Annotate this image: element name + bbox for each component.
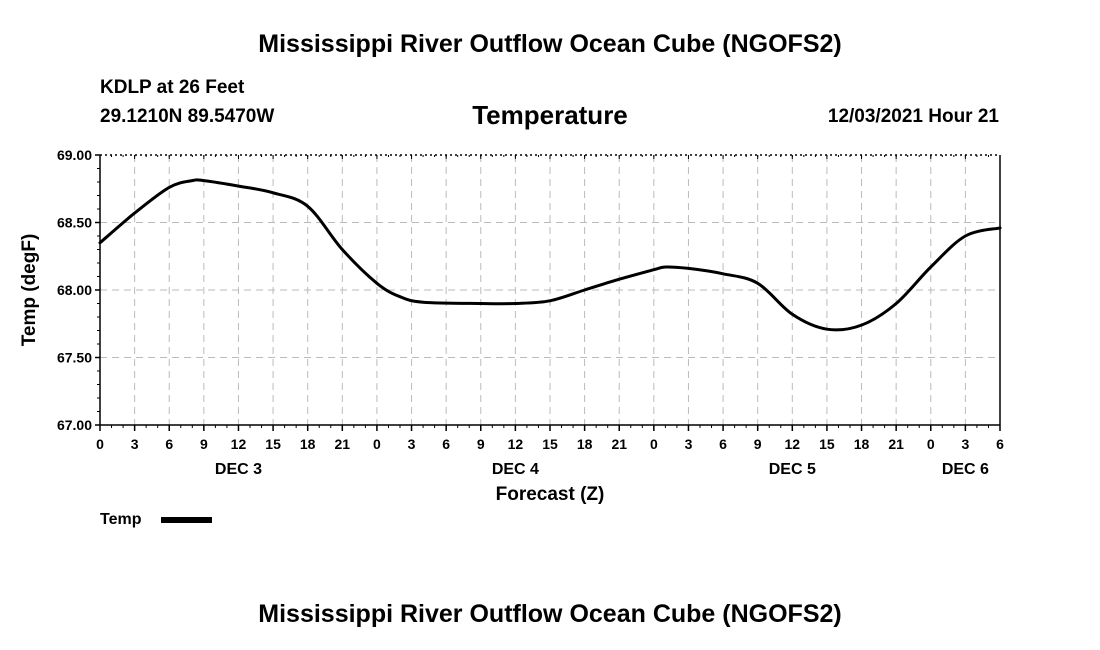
- x-tick-label: 18: [577, 436, 593, 452]
- x-tick-label: 6: [996, 436, 1004, 452]
- chart-subtitle: Temperature: [472, 100, 628, 130]
- y-tick-label: 67.50: [57, 350, 92, 366]
- x-tick-label: 3: [131, 436, 139, 452]
- x-tick-label: 0: [927, 436, 935, 452]
- grid-lines: [100, 155, 1000, 425]
- y-tick-label: 67.00: [57, 417, 92, 433]
- x-tick-label: 21: [611, 436, 627, 452]
- x-tick-label: 18: [300, 436, 316, 452]
- x-tick-label: 18: [854, 436, 870, 452]
- x-tick-label: 9: [477, 436, 485, 452]
- day-label: DEC 5: [769, 461, 816, 478]
- y-tick-label: 69.00: [57, 147, 92, 163]
- x-tick-label: 6: [165, 436, 173, 452]
- x-tick-label: 12: [231, 436, 247, 452]
- x-tick-label: 12: [508, 436, 524, 452]
- y-tick-label: 68.00: [57, 282, 92, 298]
- coordinates-label: 29.1210N 89.5470W: [100, 106, 275, 127]
- day-label: DEC 4: [492, 461, 539, 478]
- x-tick-label: 0: [373, 436, 381, 452]
- x-tick-label: 21: [888, 436, 904, 452]
- y-axis-label: Temp (degF): [19, 234, 40, 347]
- chart-title: Mississippi River Outflow Ocean Cube (NG…: [258, 30, 842, 58]
- footer-title: Mississippi River Outflow Ocean Cube (NG…: [258, 600, 842, 628]
- day-label: DEC 6: [942, 461, 989, 478]
- x-tick-label: 12: [785, 436, 801, 452]
- x-tick-label: 15: [819, 436, 835, 452]
- datetime-label: 12/03/2021 Hour 21: [827, 106, 999, 127]
- x-tick-label: 0: [96, 436, 104, 452]
- x-tick-label: 0: [650, 436, 658, 452]
- legend-label: Temp: [100, 511, 142, 528]
- x-tick-label: 3: [685, 436, 693, 452]
- series-layer: [98, 178, 1002, 332]
- x-tick-label: 3: [961, 436, 969, 452]
- y-tick-label: 68.50: [57, 215, 92, 231]
- series-line-temp: [98, 178, 1002, 332]
- x-tick-label: 9: [754, 436, 762, 452]
- x-tick-label: 9: [200, 436, 208, 452]
- x-tick-label: 6: [719, 436, 727, 452]
- x-tick-label: 21: [335, 436, 351, 452]
- axes: 67.00 67.50 68.00 68.50 69.00 0 3 6 9 12 15 18 21 0 3 6…: [57, 147, 1004, 478]
- station-label: KDLP at 26 Feet: [100, 77, 245, 98]
- x-tick-label: 6: [442, 436, 450, 452]
- x-tick-label: 3: [408, 436, 416, 452]
- day-label: DEC 3: [215, 461, 262, 478]
- x-axis-label: Forecast (Z): [496, 484, 605, 505]
- x-tick-label: 15: [265, 436, 281, 452]
- x-tick-label: 15: [542, 436, 558, 452]
